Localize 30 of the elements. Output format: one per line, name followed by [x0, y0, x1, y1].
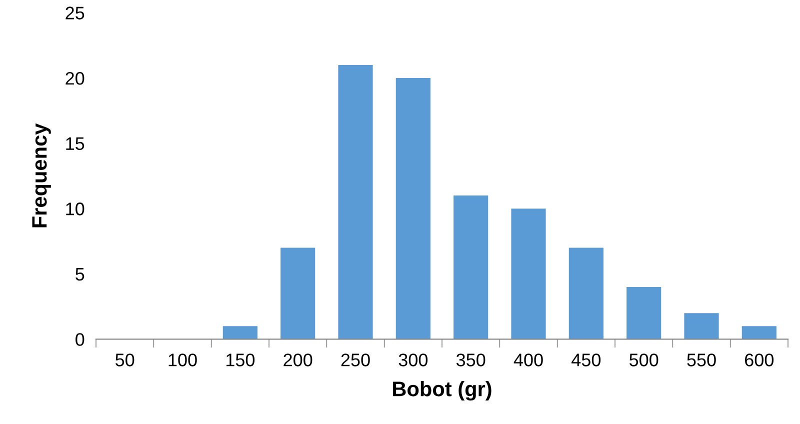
x-tick-label: 350	[456, 354, 486, 366]
x-tick-label: 100	[168, 354, 197, 366]
bar	[222, 326, 258, 340]
x-tick-label: 450	[572, 354, 601, 366]
x-tick-label: 550	[687, 354, 716, 366]
x-tick-label: 600	[745, 354, 774, 366]
y-tick-label: 0	[76, 333, 84, 346]
y-tick-label: 10	[66, 202, 84, 216]
y-tick-label: 15	[66, 137, 84, 150]
bar	[454, 196, 488, 340]
x-tick-label: 150	[226, 354, 255, 366]
bar	[280, 248, 316, 340]
y-tick-label: 25	[66, 6, 84, 20]
bar	[396, 78, 430, 340]
x-tick-label: 400	[514, 354, 543, 366]
y-axis-title: Frequency	[32, 123, 51, 228]
x-tick-label: 300	[398, 354, 428, 366]
bar	[511, 208, 546, 340]
bar	[568, 248, 604, 340]
x-tick-label: 250	[341, 354, 370, 366]
bar	[626, 286, 662, 340]
x-tick-label: 50	[116, 354, 134, 366]
x-tick-label: 500	[629, 354, 658, 366]
bar	[742, 326, 776, 340]
y-tick-label: 5	[76, 268, 84, 281]
y-tick-label: 20	[66, 72, 84, 85]
x-tick-label: 200	[284, 354, 312, 366]
bar	[684, 313, 719, 340]
x-axis-title: Bobot (gr)	[393, 381, 492, 401]
bar	[338, 64, 373, 340]
